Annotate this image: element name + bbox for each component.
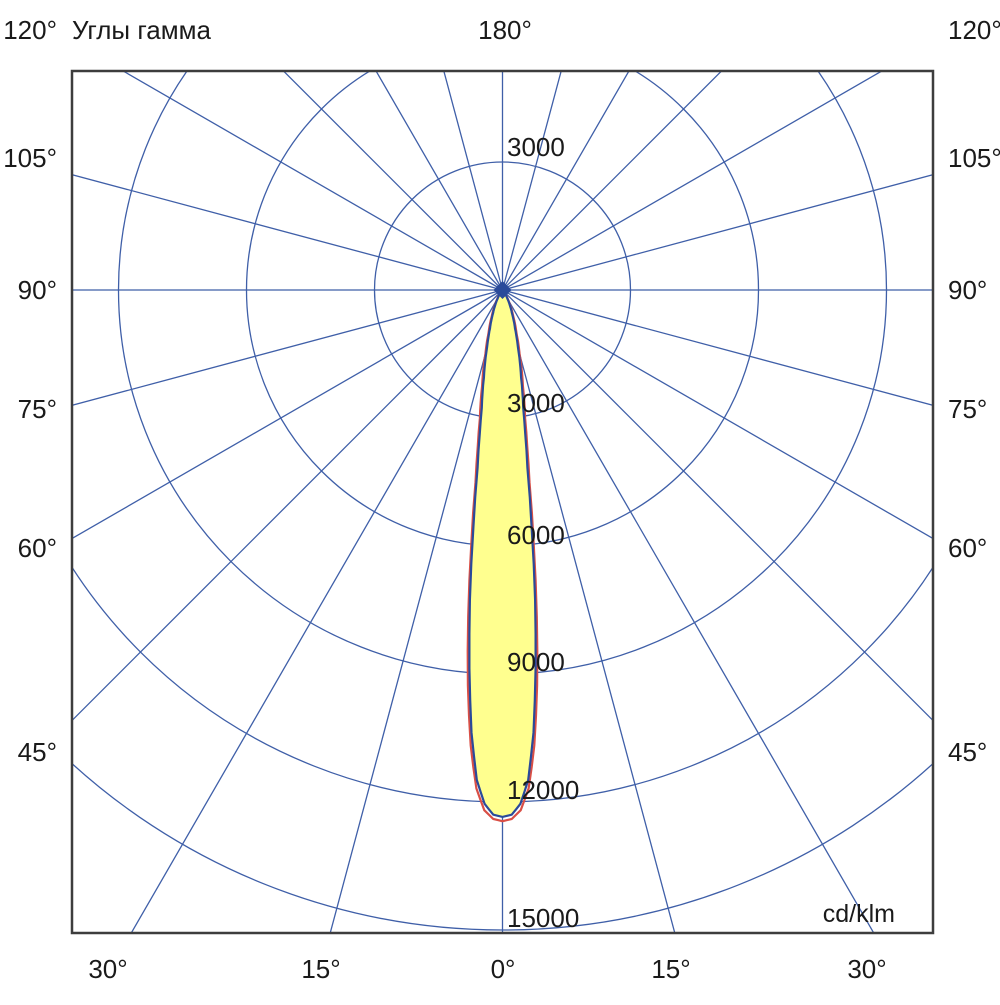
angle-label-left-4: 60° [18, 533, 57, 563]
ring-label-0: 3000 [507, 388, 565, 418]
grid-ray-315 [0, 290, 503, 1000]
ring-label-top: 3000 [507, 132, 565, 162]
grid-ray-30 [503, 290, 1000, 1000]
angle-label-left-1: 105° [3, 143, 57, 173]
grid-ray-120 [503, 0, 1000, 290]
grid-ray-45 [503, 290, 1000, 1000]
units-label: cd/klm [823, 900, 895, 928]
grid-ray-330 [0, 290, 503, 1000]
angle-label-left-3: 75° [18, 394, 57, 424]
grid-ray-345 [166, 290, 502, 1000]
top-angle-label: 180° [478, 15, 532, 45]
grid-ray-195 [166, 0, 502, 290]
ring-label-4: 15000 [507, 903, 579, 933]
angle-label-right-5: 45° [948, 737, 987, 767]
angle-label-left-5: 45° [18, 737, 57, 767]
angle-label-left-2: 90° [18, 275, 57, 305]
angle-label-bottom-1: 15° [301, 954, 340, 984]
ring-label-1: 6000 [507, 520, 565, 550]
angle-label-left-0: 120° [3, 15, 57, 45]
angle-label-right-1: 105° [948, 143, 1000, 173]
angle-label-right-3: 75° [948, 394, 987, 424]
beam-lobe [468, 281, 538, 821]
grid-ray-75 [503, 290, 1000, 626]
angle-label-bottom-4: 30° [847, 954, 886, 984]
chart-title: Углы гамма [72, 15, 211, 45]
angle-label-bottom-3: 15° [651, 954, 690, 984]
angle-label-bottom-0: 30° [88, 954, 127, 984]
angle-label-right-2: 90° [948, 275, 987, 305]
ring-label-2: 9000 [507, 647, 565, 677]
angle-label-bottom-2: 0° [491, 954, 516, 984]
ring-label-3: 12000 [507, 775, 579, 805]
grid-ray-300 [0, 290, 503, 940]
grid-ray-60 [503, 290, 1000, 940]
beam-fill [469, 290, 535, 817]
angle-label-right-4: 60° [948, 533, 987, 563]
angle-label-right-0: 120° [948, 15, 1000, 45]
